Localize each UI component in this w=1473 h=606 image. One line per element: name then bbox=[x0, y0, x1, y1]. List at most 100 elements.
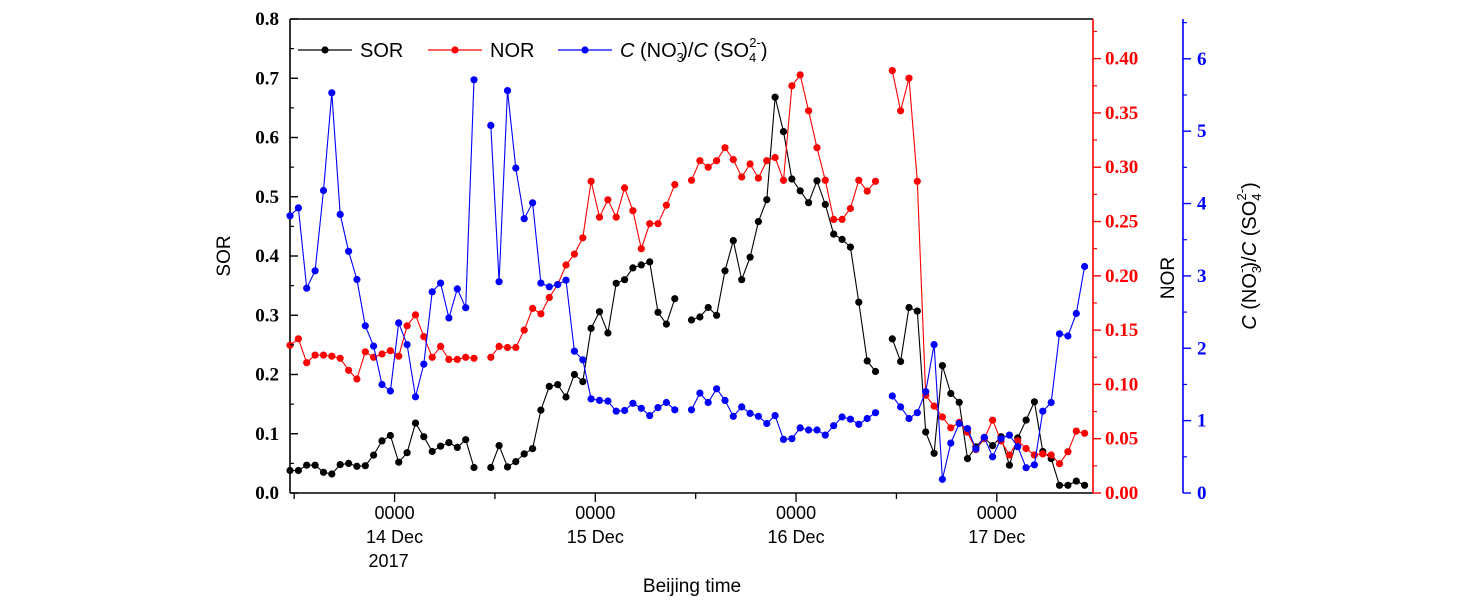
data-point-left bbox=[403, 449, 411, 457]
data-point-left bbox=[788, 175, 796, 183]
data-point-right1 bbox=[746, 160, 754, 168]
legend-marker bbox=[321, 46, 329, 54]
data-point-right2 bbox=[855, 420, 863, 428]
data-point-right2 bbox=[922, 388, 930, 396]
data-point-right1 bbox=[713, 157, 721, 165]
right-axis-title-ratio-part: C bbox=[1239, 315, 1261, 330]
data-point-left bbox=[897, 357, 905, 366]
data-point-right2 bbox=[729, 412, 737, 420]
ratio-tick-label: 4 bbox=[1197, 194, 1207, 215]
data-point-right2 bbox=[1005, 431, 1014, 439]
data-point-left bbox=[888, 335, 896, 343]
data-point-right2 bbox=[821, 431, 829, 439]
data-point-right2 bbox=[395, 319, 403, 327]
data-point-right1 bbox=[445, 355, 453, 363]
data-point-right1 bbox=[821, 176, 829, 184]
data-point-left bbox=[361, 462, 369, 470]
data-point-right1 bbox=[294, 335, 302, 343]
data-point-right2 bbox=[462, 304, 470, 312]
data-point-right2 bbox=[319, 186, 328, 195]
data-point-right2 bbox=[863, 414, 871, 423]
data-point-right2 bbox=[738, 403, 746, 411]
data-point-right2 bbox=[813, 426, 821, 434]
data-point-right2 bbox=[972, 445, 980, 453]
right-axis-title-ratio-part: - bbox=[1234, 269, 1249, 273]
data-point-left bbox=[512, 458, 520, 466]
data-point-right2 bbox=[453, 285, 461, 293]
data-point-right1 bbox=[704, 163, 712, 171]
data-point-right2 bbox=[520, 215, 528, 223]
data-point-left bbox=[947, 389, 955, 398]
data-point-right1 bbox=[361, 348, 369, 356]
data-point-right1 bbox=[1064, 448, 1072, 456]
data-point-right1 bbox=[604, 196, 612, 204]
nor-tick-label: 0.25 bbox=[1105, 212, 1138, 233]
data-point-left bbox=[1030, 398, 1038, 406]
data-point-right2 bbox=[905, 414, 913, 423]
data-point-right1 bbox=[453, 355, 461, 363]
data-point-left bbox=[579, 378, 587, 386]
x-tick-label: 0000 bbox=[776, 503, 816, 523]
ratio-tick-label: 0 bbox=[1197, 483, 1207, 504]
data-point-left bbox=[729, 237, 737, 245]
data-point-right1 bbox=[462, 353, 470, 361]
data-point-right2 bbox=[1055, 330, 1064, 338]
data-point-right2 bbox=[1081, 262, 1089, 271]
right-axis-title-ratio: C (NO3-)/C (SO42-) bbox=[1234, 182, 1264, 330]
data-point-right2 bbox=[612, 407, 620, 415]
left-tick-label: 0.5 bbox=[255, 187, 279, 208]
data-point-right1 bbox=[319, 351, 328, 359]
data-point-left bbox=[378, 437, 386, 445]
data-point-left bbox=[930, 449, 938, 457]
left-tick-label: 0.4 bbox=[255, 246, 279, 267]
data-point-left bbox=[738, 276, 746, 284]
series-layer bbox=[286, 67, 1089, 489]
data-point-left bbox=[587, 324, 595, 332]
data-point-right1 bbox=[403, 322, 411, 330]
data-point-right2 bbox=[512, 164, 520, 172]
data-point-right2 bbox=[537, 279, 545, 287]
data-point-right1 bbox=[654, 220, 662, 228]
data-point-right1 bbox=[788, 82, 796, 90]
ratio-tick-label: 6 bbox=[1197, 49, 1207, 70]
data-point-right2 bbox=[503, 87, 512, 95]
data-point-right2 bbox=[913, 409, 921, 417]
data-point-right2 bbox=[713, 385, 721, 393]
x-tick-label: 2017 bbox=[369, 551, 409, 571]
data-point-right2 bbox=[938, 475, 947, 483]
nor-tick-label: 0.30 bbox=[1105, 157, 1138, 178]
data-point-right1 bbox=[805, 107, 813, 115]
data-point-right1 bbox=[721, 144, 729, 152]
series-line-right2 bbox=[289, 79, 475, 397]
data-point-right2 bbox=[997, 435, 1005, 443]
legend-label-part: C bbox=[693, 40, 708, 62]
data-point-right2 bbox=[1072, 309, 1080, 318]
legend-label-part: ) bbox=[761, 40, 768, 62]
data-point-right1 bbox=[545, 293, 553, 302]
series-line-left bbox=[691, 97, 876, 372]
data-point-left bbox=[319, 468, 328, 476]
data-point-left bbox=[629, 264, 637, 272]
data-point-right1 bbox=[913, 177, 921, 185]
data-point-right1 bbox=[470, 354, 478, 362]
legend-marker bbox=[581, 46, 589, 54]
data-point-right2 bbox=[529, 199, 537, 207]
data-point-right2 bbox=[311, 267, 319, 275]
data-point-right1 bbox=[947, 424, 955, 432]
data-point-right2 bbox=[570, 347, 579, 355]
data-point-left bbox=[922, 428, 930, 436]
data-point-right1 bbox=[629, 207, 637, 215]
series-line-right1 bbox=[289, 313, 475, 381]
data-point-left bbox=[336, 461, 344, 469]
data-point-left bbox=[646, 258, 654, 266]
data-point-right2 bbox=[980, 433, 988, 441]
data-point-left bbox=[545, 382, 553, 390]
data-point-right2 bbox=[403, 341, 411, 349]
right-axis-title-nor: NOR bbox=[1158, 257, 1179, 299]
legend-label: C (NO3-)/C (SO42-) bbox=[620, 35, 768, 65]
data-point-left bbox=[345, 459, 353, 467]
data-point-right2 bbox=[746, 409, 754, 417]
data-point-right1 bbox=[395, 352, 403, 360]
data-point-right1 bbox=[813, 144, 821, 152]
